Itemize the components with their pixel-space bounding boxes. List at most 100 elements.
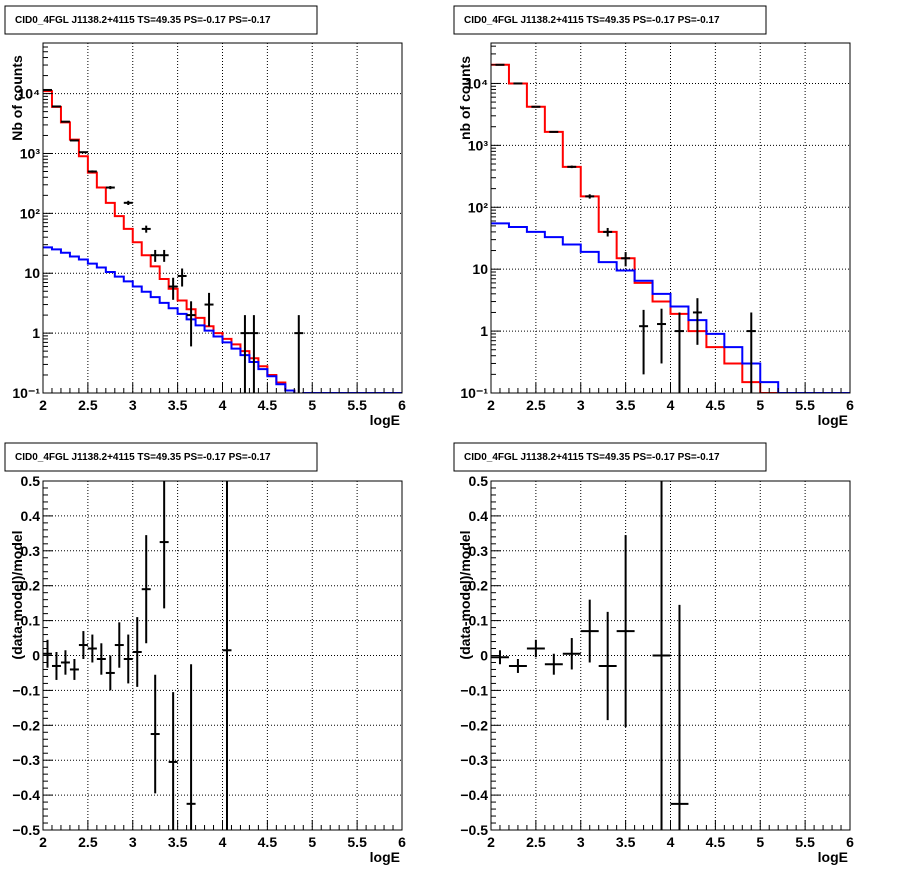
data-points <box>43 481 232 830</box>
data-point <box>123 200 133 205</box>
y-axis: −0.5 −0.4 −0.3 −0.2 −0.1 0 0.1 0.2 0.3 0.4 0.5 (dat… <box>457 473 501 838</box>
data-point <box>87 634 97 663</box>
x-tick-label: 4.5 <box>258 834 278 850</box>
data-point <box>598 611 617 721</box>
x-tick-label: 5.5 <box>795 397 815 413</box>
x-tick-label: 4 <box>219 397 227 413</box>
title-box <box>4 442 318 472</box>
data-point <box>159 481 169 609</box>
y-tick-label: 1 <box>32 325 40 341</box>
x-tick-label: 3.5 <box>616 397 636 413</box>
x-tick-label: 2 <box>487 397 495 413</box>
x-tick-label: 2 <box>487 834 495 850</box>
x-tick-label: 5 <box>756 397 764 413</box>
data-point <box>567 165 577 169</box>
data-point <box>513 82 523 85</box>
title-box <box>453 5 767 35</box>
data-point <box>186 664 196 830</box>
x-tick-label: 2.5 <box>78 834 98 850</box>
data-point <box>114 622 124 668</box>
panel-counts-right: CID0_4FGL J1138.2+4115 TS=49.35 PS=-0.17… <box>453 5 854 428</box>
x-tick-label: 2.5 <box>78 397 98 413</box>
y-tick-label: −0.5 <box>12 822 40 838</box>
data-point <box>51 105 61 108</box>
x-tick-label: 6 <box>846 834 854 850</box>
y-tick-label: 10⁻¹ <box>460 385 488 401</box>
x-tick-label: 3 <box>129 834 137 850</box>
x-tick-label: 4.5 <box>706 397 726 413</box>
panel-residual-right: CID0_4FGL J1138.2+4115 TS=49.35 PS=-0.17… <box>453 442 854 865</box>
y-tick-label: 10³ <box>20 145 41 161</box>
data-point <box>78 631 88 659</box>
x-tick-label: 5 <box>308 834 316 850</box>
grid <box>491 43 850 393</box>
y-axis: −0.5 −0.4 −0.3 −0.2 −0.1 0 0.1 0.2 0.3 0.4 0.5 (dat… <box>9 473 53 838</box>
panel-title: CID0_4FGL J1138.2+4115 TS=49.35 PS=-0.17… <box>464 452 720 463</box>
y-tick-label: −0.2 <box>460 717 488 733</box>
data-point <box>159 249 169 262</box>
x-tick-label: 2.5 <box>526 834 546 850</box>
x-axis-label: logE <box>818 412 848 428</box>
y-tick-label: 0.1 <box>469 613 489 629</box>
series-step-0 <box>43 90 402 393</box>
y-axis-label: Nb of counts <box>9 55 25 141</box>
data-point <box>69 139 79 142</box>
y-tick-label: 0.4 <box>21 508 41 524</box>
data-point <box>150 249 160 262</box>
y-tick-label: 10⁴ <box>466 75 489 91</box>
x-tick-label: 5 <box>308 397 316 413</box>
data-point <box>186 301 196 347</box>
data-point <box>544 653 563 675</box>
data-point <box>746 312 756 393</box>
x-tick-label: 5.5 <box>347 834 367 850</box>
y-tick-label: 0.1 <box>21 613 41 629</box>
data-point <box>621 252 631 267</box>
y-tick-label: 10⁻¹ <box>12 385 40 401</box>
x-tick-label: 3.5 <box>168 397 188 413</box>
title-box <box>4 5 318 35</box>
panel-title: CID0_4FGL J1138.2+4115 TS=49.35 PS=-0.17… <box>15 452 271 463</box>
data-point <box>491 650 509 665</box>
x-tick-label: 2.5 <box>526 397 546 413</box>
x-tick-label: 4.5 <box>258 397 278 413</box>
x-tick-label: 4 <box>219 834 227 850</box>
panel-counts-left: CID0_4FGL J1138.2+4115 TS=49.35 PS=-0.17… <box>4 5 406 428</box>
x-tick-label: 5.5 <box>795 834 815 850</box>
y-tick-label: 10⁴ <box>18 86 41 102</box>
x-axis-label: logE <box>370 412 400 428</box>
data-point <box>294 315 304 393</box>
x-axis-label: logE <box>370 849 400 865</box>
data-point <box>105 186 115 190</box>
y-tick-label: −0.3 <box>12 752 40 768</box>
data-point <box>692 298 702 345</box>
y-tick-label: 0.5 <box>469 473 489 489</box>
x-tick-label: 3 <box>577 834 585 850</box>
y-axis-label: (data-model)/model <box>9 530 25 659</box>
data-point <box>87 170 97 173</box>
data-point <box>123 634 133 684</box>
y-axis-label: (data-model)/model <box>457 530 473 659</box>
data-point <box>639 309 649 375</box>
data-point <box>168 692 178 830</box>
data-point <box>240 315 250 393</box>
y-tick-label: −0.2 <box>12 717 40 733</box>
data-point <box>78 151 88 154</box>
y-tick-label: 0 <box>32 648 40 664</box>
data-point <box>670 604 689 830</box>
plot-area <box>43 481 232 830</box>
panel-title: CID0_4FGL J1138.2+4115 TS=49.35 PS=-0.17… <box>15 15 271 26</box>
data-points <box>491 481 689 830</box>
x-tick-label: 4.5 <box>706 834 726 850</box>
y-tick-label: 10² <box>20 205 41 221</box>
data-points <box>495 63 756 393</box>
x-tick-label: 4 <box>667 834 675 850</box>
y-axis-label: nb of counts <box>457 56 473 140</box>
y-tick-label: −0.5 <box>460 822 488 838</box>
y-tick-label: −0.1 <box>12 682 40 698</box>
series-step-1 <box>491 222 850 393</box>
data-point <box>96 643 106 675</box>
data-point <box>105 655 115 691</box>
